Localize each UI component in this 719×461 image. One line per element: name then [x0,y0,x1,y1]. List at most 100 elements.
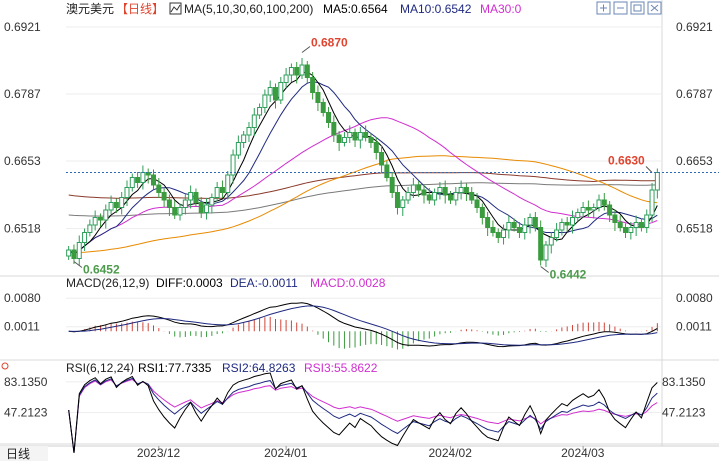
candle-body [654,172,660,191]
candle-body [156,184,162,193]
macd-y-tick-left: 0.0011 [4,320,40,334]
x-axis-dates: 2023/12 2024/01 2024/02 2024/03 [137,446,605,460]
candle [336,131,342,151]
candle-body [463,187,469,193]
candle [214,182,220,202]
price-annotations: 0.6870 0.6452 0.6442 0.6630 [66,36,719,282]
period-tab-label[interactable]: 日线 [6,447,30,461]
ma10-value: MA10:0.6542 [400,2,472,16]
candle-body [278,82,284,101]
candle-body [341,137,347,143]
rsi3-line [68,378,658,453]
candle-body [633,222,639,228]
candle-body [379,152,385,166]
indicator-settings-icon[interactable] [169,2,182,15]
candle-body [617,222,623,228]
candle [363,125,369,142]
ma200-line [68,182,658,217]
main-y-tick-left: 0.6653 [4,154,41,168]
candle [341,132,347,147]
period-tab[interactable] [0,446,48,461]
candle [272,83,278,109]
candle-body [373,142,379,153]
candle [108,195,114,214]
close-icon[interactable] [647,1,662,15]
macd-settings-label: MACD(26,12,9) [66,276,149,290]
candle-body [522,224,528,233]
candle-body [145,172,151,176]
candle [607,201,613,222]
candle [580,202,586,218]
candle-body [235,142,241,156]
candle-body [559,222,565,231]
rsi3-value: RSI3:55.8622 [304,361,378,375]
candle [251,108,257,136]
candle [394,185,400,215]
candle-body [151,174,157,186]
candle-body [310,77,316,93]
candle [235,135,241,159]
candle [564,217,570,232]
candle-body [580,207,586,213]
candle [575,208,581,222]
candle [654,168,660,199]
candle-body [384,164,390,178]
zoom-out-icon[interactable] [613,1,628,15]
candle [485,212,491,236]
candle [198,197,204,218]
period-label[interactable]: 【日线】 [116,2,164,16]
zoom-in-icon[interactable] [596,1,611,15]
candle [596,194,602,212]
candle-body [66,249,72,257]
rsi2-value: RSI2:64.8263 [222,361,296,375]
rsi-y-tick-right: 83.1350 [662,375,706,389]
candle-body [416,184,422,191]
candle [543,241,549,267]
candle [633,215,639,236]
candle [585,200,591,217]
candle [479,203,485,225]
main-y-tick-left: 0.6787 [4,87,41,101]
candle [188,185,194,209]
candle-body [288,67,294,76]
candle-body [405,192,411,201]
main-y-axis: 0.6921 0.6921 0.6787 0.6787 0.6653 0.6653 0.65… [4,20,713,236]
candle [66,246,72,260]
candle [326,107,332,128]
annotation-leader [73,261,83,268]
gridlines [0,0,719,447]
main-y-tick-right: 0.6653 [676,154,713,168]
candle [448,191,454,204]
candle-body [437,187,443,193]
candle-body [140,172,146,183]
ma5-line [68,71,658,255]
candle-body [299,64,305,76]
macd-y-axis: 0.0080 0.0080 0.0011 0.0011 [4,291,713,334]
candle [225,171,231,200]
candle-body [113,202,119,208]
fullscreen-icon[interactable] [630,1,645,15]
candle-body [209,197,215,206]
candle-body [257,107,263,116]
candle [638,218,644,232]
candle-body [421,189,427,196]
candle [569,210,575,234]
candle-body [543,244,549,261]
candlestick-series [66,58,660,267]
ma5-value: MA5:0.6564 [323,2,388,16]
candle-body [172,207,178,216]
symbol-title: 澳元美元 [66,2,114,16]
candle [278,77,284,104]
candle-body [103,209,109,221]
candle-body [320,102,326,113]
candle [283,68,289,88]
candle-body [331,122,337,136]
candle [400,196,406,216]
candle [76,235,82,266]
candle-body [82,232,88,243]
candle [617,215,623,232]
candle-body [363,132,369,138]
candle-body [182,199,188,208]
candle-body [272,87,278,101]
candle-body [108,202,114,211]
